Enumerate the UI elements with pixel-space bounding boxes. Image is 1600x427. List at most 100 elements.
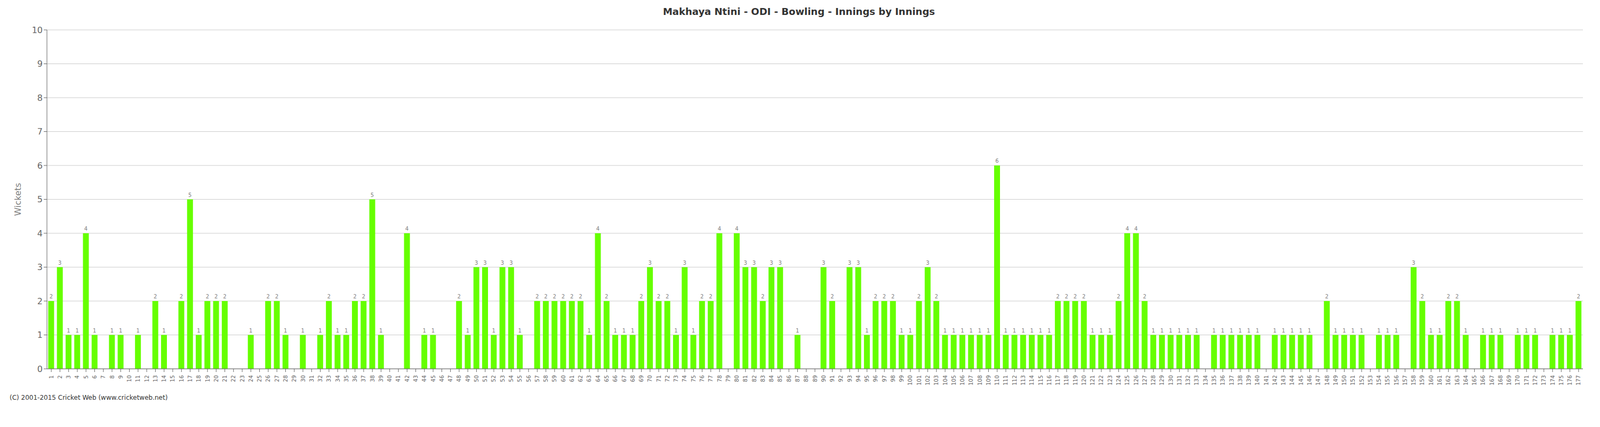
svg-text:93: 93 — [846, 374, 853, 382]
svg-text:12: 12 — [144, 374, 150, 382]
svg-text:112: 112 — [1011, 374, 1018, 386]
svg-text:15: 15 — [169, 374, 176, 382]
svg-text:1: 1 — [118, 327, 123, 334]
svg-text:102: 102 — [924, 374, 931, 386]
svg-text:32: 32 — [317, 374, 324, 382]
svg-text:36: 36 — [352, 374, 358, 382]
svg-text:1: 1 — [1299, 327, 1303, 334]
svg-text:53: 53 — [499, 374, 506, 382]
svg-text:1: 1 — [1255, 327, 1259, 334]
svg-text:4: 4 — [717, 225, 722, 232]
svg-text:177: 177 — [1575, 374, 1582, 386]
svg-text:3: 3 — [743, 259, 747, 266]
svg-text:20: 20 — [213, 374, 220, 382]
svg-text:94: 94 — [855, 374, 862, 382]
svg-text:116: 116 — [1046, 374, 1053, 386]
svg-text:1: 1 — [1464, 327, 1468, 334]
svg-text:1: 1 — [66, 327, 70, 334]
svg-text:4: 4 — [74, 374, 80, 379]
svg-text:63: 63 — [586, 374, 592, 382]
svg-text:1: 1 — [283, 327, 287, 334]
svg-text:71: 71 — [656, 374, 662, 382]
svg-text:98: 98 — [890, 374, 896, 382]
svg-text:2: 2 — [457, 293, 461, 300]
svg-text:19: 19 — [204, 374, 211, 382]
svg-text:3: 3 — [925, 259, 930, 266]
svg-text:96: 96 — [872, 374, 879, 382]
svg-text:128: 128 — [1150, 374, 1157, 386]
svg-text:14: 14 — [161, 374, 167, 382]
svg-text:1: 1 — [431, 327, 435, 334]
svg-text:157: 157 — [1402, 374, 1408, 386]
svg-text:66: 66 — [612, 374, 619, 382]
svg-text:111: 111 — [1002, 374, 1009, 386]
svg-text:1: 1 — [1559, 327, 1563, 334]
svg-text:1: 1 — [986, 327, 990, 334]
svg-text:1: 1 — [1108, 327, 1112, 334]
svg-text:1: 1 — [336, 327, 340, 334]
svg-text:1: 1 — [969, 327, 973, 334]
svg-text:113: 113 — [1020, 374, 1027, 386]
svg-text:21: 21 — [221, 374, 228, 382]
svg-text:10: 10 — [126, 374, 133, 382]
svg-text:77: 77 — [707, 374, 714, 382]
svg-text:2: 2 — [552, 293, 556, 300]
svg-text:1: 1 — [517, 327, 522, 334]
svg-text:1: 1 — [1029, 327, 1034, 334]
svg-text:61: 61 — [569, 374, 575, 382]
svg-text:100: 100 — [907, 374, 914, 386]
svg-text:1: 1 — [630, 327, 635, 334]
svg-text:2: 2 — [535, 293, 539, 300]
svg-text:1: 1 — [92, 327, 96, 334]
svg-text:89: 89 — [812, 374, 819, 382]
svg-text:1: 1 — [1177, 327, 1181, 334]
svg-text:3: 3 — [778, 259, 782, 266]
svg-text:2: 2 — [275, 293, 279, 300]
svg-text:1: 1 — [1246, 327, 1251, 334]
svg-text:3: 3 — [683, 259, 687, 266]
svg-text:117: 117 — [1054, 374, 1061, 386]
svg-text:91: 91 — [829, 374, 836, 382]
svg-text:55: 55 — [516, 374, 523, 382]
svg-text:50: 50 — [473, 374, 480, 382]
svg-text:142: 142 — [1272, 374, 1278, 386]
svg-text:131: 131 — [1176, 374, 1183, 386]
svg-text:70: 70 — [646, 374, 653, 382]
svg-text:4: 4 — [37, 228, 43, 239]
svg-text:103: 103 — [933, 374, 940, 386]
svg-text:9: 9 — [37, 58, 43, 69]
svg-text:1: 1 — [1333, 327, 1338, 334]
svg-text:78: 78 — [716, 374, 723, 382]
svg-text:159: 159 — [1419, 374, 1426, 386]
svg-text:99: 99 — [898, 374, 905, 382]
svg-text:1: 1 — [1151, 327, 1155, 334]
svg-text:28: 28 — [282, 374, 289, 382]
svg-text:2: 2 — [544, 293, 548, 300]
svg-text:1: 1 — [344, 327, 348, 334]
svg-text:1: 1 — [1498, 327, 1502, 334]
svg-text:137: 137 — [1228, 374, 1235, 386]
svg-text:1: 1 — [1342, 327, 1346, 334]
svg-text:2: 2 — [362, 293, 366, 300]
svg-text:1: 1 — [1047, 327, 1051, 334]
svg-text:2: 2 — [570, 293, 574, 300]
svg-text:129: 129 — [1158, 374, 1165, 386]
svg-text:101: 101 — [916, 374, 923, 386]
svg-text:121: 121 — [1089, 374, 1096, 386]
svg-text:2: 2 — [1420, 293, 1424, 300]
svg-text:1: 1 — [978, 327, 982, 334]
svg-text:126: 126 — [1133, 374, 1140, 386]
svg-text:5: 5 — [37, 194, 43, 205]
svg-text:125: 125 — [1124, 374, 1131, 386]
svg-text:3: 3 — [474, 259, 478, 266]
svg-text:6: 6 — [995, 157, 999, 164]
svg-text:7: 7 — [37, 126, 43, 137]
svg-text:16: 16 — [178, 374, 185, 382]
svg-text:1: 1 — [1568, 327, 1572, 334]
svg-text:1: 1 — [613, 327, 617, 334]
svg-text:123: 123 — [1107, 374, 1114, 386]
svg-text:160: 160 — [1428, 374, 1435, 386]
svg-text:27: 27 — [274, 374, 280, 382]
svg-text:7: 7 — [100, 374, 107, 379]
svg-text:162: 162 — [1445, 374, 1452, 386]
